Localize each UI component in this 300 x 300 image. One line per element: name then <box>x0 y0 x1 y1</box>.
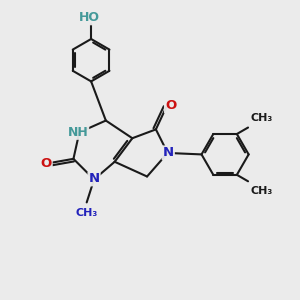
Text: O: O <box>165 99 176 112</box>
Text: CH₃: CH₃ <box>76 208 98 218</box>
Text: NH: NH <box>68 126 88 139</box>
Text: HO: HO <box>79 11 100 24</box>
Text: N: N <box>163 146 174 159</box>
Text: O: O <box>40 157 52 170</box>
Text: CH₃: CH₃ <box>250 186 273 196</box>
Text: CH₃: CH₃ <box>250 113 273 123</box>
Text: N: N <box>88 172 100 185</box>
